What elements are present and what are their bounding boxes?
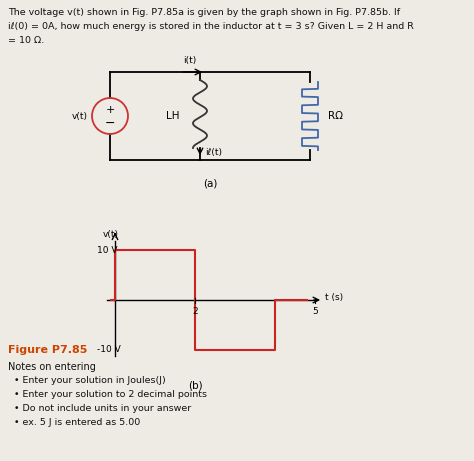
- Text: iℓ(0) = 0A, how much energy is stored in the inductor at t = 3 s? Given L = 2 H : iℓ(0) = 0A, how much energy is stored in…: [8, 22, 414, 31]
- Text: 2: 2: [192, 307, 198, 317]
- Text: −: −: [105, 117, 115, 130]
- Text: (b): (b): [188, 380, 202, 390]
- Text: v(t): v(t): [72, 112, 88, 120]
- Text: • Do not include units in your answer: • Do not include units in your answer: [14, 404, 191, 413]
- Text: Figure P7.85: Figure P7.85: [8, 345, 87, 355]
- Text: 10 V: 10 V: [97, 246, 118, 254]
- Text: v(t): v(t): [103, 230, 119, 239]
- Text: -10 V: -10 V: [97, 345, 121, 355]
- Text: 5: 5: [312, 307, 318, 317]
- Text: • Enter your solution in Joules(J): • Enter your solution in Joules(J): [14, 376, 166, 385]
- Text: The voltage v(t) shown in Fig. P7.85a is given by the graph shown in Fig. P7.85b: The voltage v(t) shown in Fig. P7.85a is…: [8, 8, 400, 17]
- Text: LH: LH: [166, 111, 180, 121]
- Text: RΩ: RΩ: [328, 111, 343, 121]
- Text: iℓ(t): iℓ(t): [205, 148, 222, 156]
- Text: +: +: [105, 105, 115, 115]
- Text: = 10 Ω.: = 10 Ω.: [8, 36, 44, 45]
- Text: t (s): t (s): [325, 293, 343, 302]
- Text: (a): (a): [203, 178, 217, 188]
- Text: • ex. 5 J is entered as 5.00: • ex. 5 J is entered as 5.00: [14, 418, 140, 427]
- Text: Notes on entering solution:: Notes on entering solution:: [8, 362, 141, 372]
- Text: • Enter your solution to 2 decimal points: • Enter your solution to 2 decimal point…: [14, 390, 207, 399]
- Text: i(t): i(t): [183, 56, 197, 65]
